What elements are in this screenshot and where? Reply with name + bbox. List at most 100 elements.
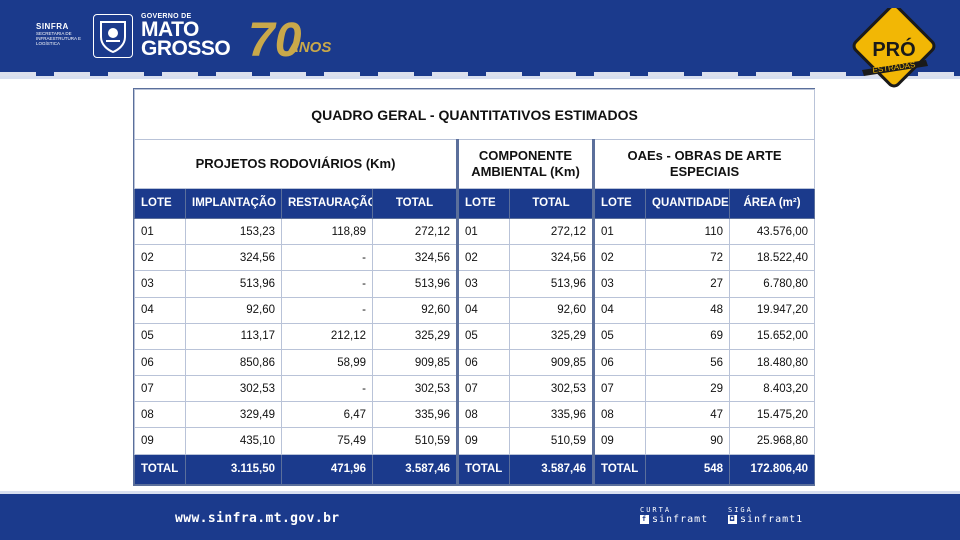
total-cell: 3.115,50 <box>185 453 282 486</box>
table-cell: 09 <box>134 427 186 455</box>
instagram-handle: sinframt1 <box>740 514 804 525</box>
table-cell: 02 <box>134 244 186 272</box>
table-cell: 18.480,80 <box>728 348 816 377</box>
sinfra-desc: SECRETARIA DE INFRAESTRUTURA E LOGÍSTICA <box>36 31 82 46</box>
column-header: LOTE <box>592 187 646 219</box>
table-cell: 510,59 <box>509 427 594 455</box>
column-header: LOTE <box>456 187 510 219</box>
total-row: TOTAL 3.115,50 471,96 3.587,46 TOTAL 3.587,46… <box>134 453 816 486</box>
table-cell: - <box>281 296 373 324</box>
table-cell: 06 <box>456 348 510 377</box>
table-cell: 07 <box>592 375 646 403</box>
header-band <box>0 0 960 76</box>
total-cell: 471,96 <box>281 453 373 486</box>
table-cell: 513,96 <box>185 270 282 298</box>
table-cell: 69 <box>645 322 730 350</box>
gov-line3: GROSSO <box>141 37 231 60</box>
total-cell: TOTAL <box>134 453 186 486</box>
table-row: 04 92,60-92,60 04 92,60 04 48 19.947,20 <box>134 296 816 324</box>
table-cell: 03 <box>592 270 646 298</box>
column-header: LOTE <box>134 187 186 219</box>
table-cell: 58,99 <box>281 348 373 377</box>
facebook-handle: sinframt <box>652 514 709 525</box>
facebook-follow[interactable]: CURTA f sinframt <box>640 506 708 525</box>
total-cell: TOTAL <box>592 453 646 486</box>
table-cell: 8.403,20 <box>728 375 816 403</box>
table-cell: 510,59 <box>372 427 458 455</box>
group-rodoviarios: PROJETOS RODOVIÁRIOS (Km) <box>134 139 458 189</box>
table-row: 01 153,23 118,89 272,12 01 272,12 01 110 43.576,… <box>134 217 816 246</box>
table-cell: 6.780,80 <box>728 270 816 298</box>
table-row: 03 513,96-513,96 03 513,96 03 27 6.780,80 <box>134 270 816 298</box>
table-cell: 08 <box>134 401 186 429</box>
table-cell: 513,96 <box>372 270 458 298</box>
table-cell: 06 <box>592 348 646 377</box>
table-cell: 272,12 <box>509 217 594 246</box>
table-row: 06 850,86 58,99 909,85 06 909,85 06 56 18.480,80 <box>134 348 816 377</box>
table-cell: 302,53 <box>372 375 458 403</box>
gov-line2: MATO <box>141 18 199 41</box>
table-cell: 04 <box>456 296 510 324</box>
table-cell: 272,12 <box>372 217 458 246</box>
table-cell: 113,17 <box>185 322 282 350</box>
table-cell: 75,49 <box>281 427 373 455</box>
instagram-follow[interactable]: SIGA ◘ sinframt1 <box>728 506 803 525</box>
table-title: QUADRO GERAL - QUANTITATIVOS ESTIMADOS <box>133 88 816 141</box>
table-cell: 29 <box>645 375 730 403</box>
table-cell: 325,29 <box>372 322 458 350</box>
column-header: RESTAURAÇÃO <box>281 187 373 219</box>
table-row: 02 324,56-324,56 02 324,56 02 72 18.522,40 <box>134 244 816 272</box>
total-cell: TOTAL <box>456 453 510 486</box>
quantities-table: QUADRO GERAL - QUANTITATIVOS ESTIMADOS P… <box>133 88 816 486</box>
table-cell: 302,53 <box>185 375 282 403</box>
gov-mt-logo: GOVERNO DE MATO GROSSO <box>141 13 231 60</box>
pro-estradas-logo: PRÓ ESTRADAS <box>846 4 942 104</box>
table-cell: 19.947,20 <box>728 296 816 324</box>
table-cell: 09 <box>592 427 646 455</box>
siga-label: SIGA <box>728 506 753 514</box>
facebook-icon: f <box>640 515 649 524</box>
table-cell: 03 <box>134 270 186 298</box>
table-cell: 909,85 <box>509 348 594 377</box>
table-cell: 335,96 <box>372 401 458 429</box>
table-cell: 110 <box>645 217 730 246</box>
table-cell: 6,47 <box>281 401 373 429</box>
table-cell: - <box>281 375 373 403</box>
column-header: QUANTIDADE <box>645 187 730 219</box>
table-cell: 329,49 <box>185 401 282 429</box>
seventy-years-logo: 70 ANOS <box>246 10 342 67</box>
table-cell: 27 <box>645 270 730 298</box>
table-cell: 01 <box>592 217 646 246</box>
table-cell: 08 <box>592 401 646 429</box>
table-cell: 48 <box>645 296 730 324</box>
anos-number: 70 <box>248 14 302 62</box>
total-cell: 3.587,46 <box>509 453 594 486</box>
table-cell: - <box>281 244 373 272</box>
website-link[interactable]: www.sinfra.mt.gov.br <box>175 511 340 526</box>
table-cell: 72 <box>645 244 730 272</box>
table-cell: 92,60 <box>509 296 594 324</box>
total-cell: 548 <box>645 453 730 486</box>
table-cell: 02 <box>456 244 510 272</box>
group-ambiental: COMPONENTE AMBIENTAL (Km) <box>456 139 594 189</box>
table-row: 09 435,10 75,49 510,59 09 510,59 09 90 25.968,80 <box>134 427 816 455</box>
table-row: 08 329,49 6,47 335,96 08 335,96 08 47 15.475,20 <box>134 401 816 429</box>
table-cell: 92,60 <box>372 296 458 324</box>
table-cell: 324,56 <box>185 244 282 272</box>
table-cell: 90 <box>645 427 730 455</box>
table-cell: 18.522,40 <box>728 244 816 272</box>
state-crest-icon <box>93 14 133 58</box>
table-cell: 324,56 <box>509 244 594 272</box>
instagram-icon: ◘ <box>728 515 737 524</box>
sinfra-logo: SINFRA SECRETARIA DE INFRAESTRUTURA E LO… <box>36 22 86 50</box>
table-cell: 435,10 <box>185 427 282 455</box>
table-row: 07 302,53-302,53 07 302,53 07 29 8.403,20 <box>134 375 816 403</box>
header-dash-divider <box>0 72 960 76</box>
table-cell: 01 <box>134 217 186 246</box>
table-cell: 212,12 <box>281 322 373 350</box>
table-cell: 06 <box>134 348 186 377</box>
table-cell: 04 <box>134 296 186 324</box>
column-header: TOTAL <box>372 187 458 219</box>
table-cell: 118,89 <box>281 217 373 246</box>
table-cell: 03 <box>456 270 510 298</box>
